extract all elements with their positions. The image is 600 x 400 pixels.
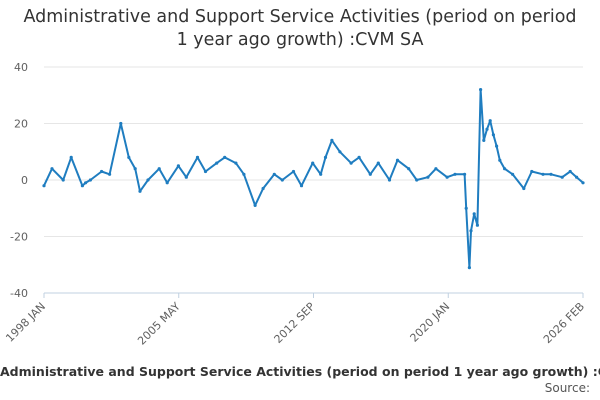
data-point[interactable]: [61, 178, 65, 182]
x-axis-tick-labels: 1998 JAN 2005 MAY 2012 SEP 2020 JAN 2026 FEB: [3, 293, 587, 348]
data-point[interactable]: [475, 223, 479, 227]
data-point[interactable]: [50, 167, 54, 171]
data-point[interactable]: [138, 189, 142, 193]
y-tick-label: 0: [21, 174, 28, 187]
x-tick-label: 2012 SEP: [272, 300, 318, 346]
data-point[interactable]: [42, 184, 46, 188]
data-point[interactable]: [491, 133, 495, 137]
data-point[interactable]: [463, 172, 467, 176]
x-tick-label: 1998 JAN: [3, 300, 48, 345]
data-point[interactable]: [261, 186, 265, 191]
y-axis-tick-labels: 40 20 0 -20 -40: [10, 61, 28, 300]
grid-lines: [44, 66, 583, 237]
data-point[interactable]: [165, 181, 169, 185]
data-point[interactable]: [503, 167, 507, 171]
data-point[interactable]: [146, 178, 150, 182]
data-point[interactable]: [434, 167, 438, 171]
data-point[interactable]: [387, 178, 392, 182]
data-point[interactable]: [522, 186, 526, 191]
data-point[interactable]: [234, 161, 238, 165]
x-tick-label: 2020 JAN: [408, 300, 453, 345]
data-point[interactable]: [127, 155, 131, 159]
data-point[interactable]: [323, 155, 328, 159]
data-point[interactable]: [291, 169, 296, 174]
series-layer: [42, 88, 585, 270]
data-point[interactable]: [88, 178, 92, 182]
data-point[interactable]: [299, 184, 304, 188]
data-point[interactable]: [568, 169, 572, 174]
data-point[interactable]: [69, 155, 73, 159]
data-point[interactable]: [376, 161, 380, 165]
data-point[interactable]: [407, 167, 411, 171]
data-point[interactable]: [368, 172, 372, 176]
data-point[interactable]: [357, 155, 361, 159]
data-point[interactable]: [485, 127, 489, 131]
data-point[interactable]: [330, 138, 334, 142]
data-point[interactable]: [426, 175, 430, 179]
data-point[interactable]: [223, 155, 227, 159]
data-point[interactable]: [495, 144, 499, 148]
data-point[interactable]: [510, 172, 515, 176]
data-point[interactable]: [349, 161, 353, 165]
data-point[interactable]: [549, 172, 553, 176]
data-point[interactable]: [479, 88, 483, 92]
data-point[interactable]: [203, 169, 208, 174]
data-point[interactable]: [445, 175, 449, 179]
data-point[interactable]: [215, 161, 219, 165]
legend-label[interactable]: Administrative and Support Service Activ…: [0, 364, 600, 382]
y-tick-label: 40: [14, 61, 28, 74]
data-point[interactable]: [133, 167, 137, 171]
data-point[interactable]: [338, 150, 342, 154]
data-point[interactable]: [415, 178, 419, 182]
data-point[interactable]: [280, 178, 284, 182]
x-tick-label: 2005 MAY: [135, 300, 183, 348]
data-point[interactable]: [472, 212, 476, 216]
data-point[interactable]: [176, 164, 180, 168]
data-point[interactable]: [84, 181, 88, 185]
data-point[interactable]: [119, 121, 123, 126]
data-point[interactable]: [560, 175, 564, 179]
x-tick-label: 2026 FEB: [541, 300, 587, 346]
data-point[interactable]: [242, 172, 246, 176]
data-point[interactable]: [184, 175, 188, 179]
data-point[interactable]: [80, 184, 84, 188]
data-point[interactable]: [108, 172, 112, 176]
data-point[interactable]: [272, 172, 276, 176]
data-point[interactable]: [453, 172, 457, 176]
series-line: [43, 88, 584, 269]
y-tick-label: -20: [10, 231, 28, 244]
data-point[interactable]: [100, 169, 104, 174]
y-tick-label: -40: [10, 287, 28, 300]
data-point[interactable]: [395, 158, 400, 162]
data-point[interactable]: [575, 175, 579, 179]
data-point[interactable]: [157, 167, 161, 171]
data-point[interactable]: [488, 119, 492, 123]
data-point[interactable]: [195, 155, 200, 159]
data-point[interactable]: [498, 158, 502, 162]
data-point[interactable]: [464, 206, 468, 210]
data-point[interactable]: [319, 172, 323, 176]
y-tick-label: 20: [14, 118, 28, 131]
data-point[interactable]: [253, 203, 257, 207]
data-point[interactable]: [469, 229, 473, 233]
data-point[interactable]: [482, 138, 486, 142]
data-point[interactable]: [530, 169, 534, 174]
source-label: Source:: [544, 381, 590, 395]
data-point[interactable]: [541, 172, 545, 176]
data-point[interactable]: [311, 161, 315, 165]
data-point[interactable]: [467, 266, 471, 270]
data-point[interactable]: [581, 181, 585, 185]
chart-title: Administrative and Support Service Activ…: [23, 7, 577, 50]
legend-series-name: Administrative and Support Service Activ…: [0, 364, 600, 379]
